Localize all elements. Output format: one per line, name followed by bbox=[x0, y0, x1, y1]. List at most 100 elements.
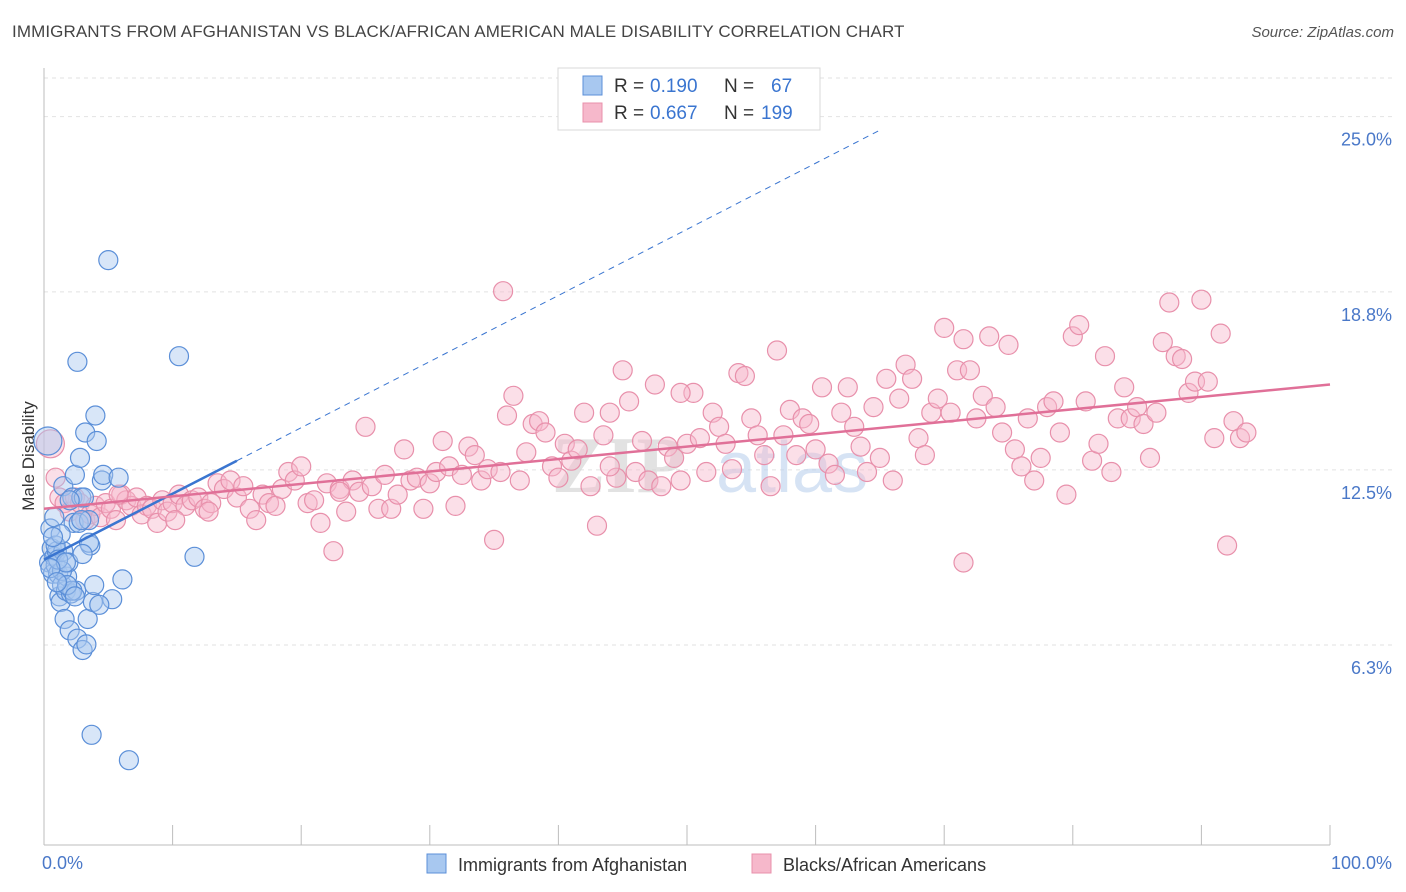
pink-point bbox=[1216, 535, 1238, 556]
legend-pink-n-label: N = bbox=[724, 103, 754, 124]
pink-point bbox=[869, 447, 891, 468]
pink-point bbox=[561, 450, 582, 471]
pink-point bbox=[972, 385, 993, 406]
pink-point bbox=[1229, 428, 1251, 449]
blue-point bbox=[75, 422, 96, 443]
pink-point bbox=[638, 470, 659, 491]
y-tick-label: 18.8% bbox=[1341, 305, 1392, 325]
pink-point bbox=[908, 428, 929, 449]
pink-trend-line bbox=[43, 383, 1331, 511]
pink-point bbox=[432, 430, 453, 452]
pink-point bbox=[1191, 289, 1212, 310]
pink-point bbox=[1210, 323, 1231, 344]
blue-point bbox=[50, 524, 71, 545]
pink-point bbox=[304, 490, 325, 511]
blue-point bbox=[44, 507, 65, 528]
legend-pink-n-value: 199 bbox=[761, 103, 793, 124]
source-label: Source: ZipAtlas.com bbox=[1251, 24, 1394, 41]
pink-point bbox=[612, 360, 633, 381]
pink-series-points bbox=[35, 281, 1257, 573]
pink-point bbox=[246, 509, 267, 531]
pink-point bbox=[953, 552, 974, 573]
pink-point bbox=[1236, 422, 1257, 443]
pink-point bbox=[1004, 439, 1026, 460]
pink-point bbox=[45, 467, 66, 488]
legend-blue-swatch bbox=[582, 75, 603, 96]
pink-point bbox=[464, 445, 485, 466]
blue-point bbox=[93, 464, 114, 485]
blue-point bbox=[46, 572, 68, 593]
pink-point bbox=[863, 397, 884, 418]
pink-point bbox=[1024, 470, 1045, 491]
pink-point bbox=[265, 495, 286, 516]
pink-point bbox=[445, 495, 466, 516]
blue-point bbox=[63, 512, 84, 534]
pink-point bbox=[747, 425, 768, 446]
pink-point bbox=[1030, 447, 1051, 468]
pink-point bbox=[329, 481, 350, 502]
pink-point bbox=[844, 416, 865, 437]
x-tick-label-max: 100.0% bbox=[1331, 853, 1392, 873]
pink-point bbox=[934, 317, 955, 338]
y-tick-label: 25.0% bbox=[1341, 130, 1392, 150]
pink-point bbox=[516, 442, 537, 463]
pink-point bbox=[535, 422, 556, 443]
pink-point bbox=[1146, 402, 1167, 423]
pink-point bbox=[1204, 428, 1225, 449]
legend-blue-r-label: R = bbox=[614, 76, 644, 97]
blue-point bbox=[84, 574, 105, 596]
pink-point bbox=[786, 445, 807, 466]
pink-point bbox=[824, 464, 846, 485]
legend-series: Immigrants from Afghanistan Blacks/Afric… bbox=[426, 853, 986, 875]
pink-point bbox=[451, 464, 472, 485]
blue-point bbox=[108, 467, 129, 488]
pink-point bbox=[394, 439, 415, 460]
pink-point bbox=[528, 411, 550, 432]
blue-point bbox=[64, 586, 86, 607]
blue-point bbox=[71, 509, 92, 531]
pink-point bbox=[856, 461, 878, 483]
pink-point bbox=[882, 470, 903, 491]
pink-point bbox=[734, 365, 756, 387]
pink-point bbox=[198, 501, 219, 522]
pink-point bbox=[493, 281, 514, 302]
blue-point bbox=[85, 405, 106, 426]
legend-afghanistan-label: Immigrants from Afghanistan bbox=[458, 855, 687, 875]
pink-point bbox=[1152, 332, 1173, 353]
pink-point bbox=[708, 416, 730, 437]
legend-pink-r-value: 0.667 bbox=[650, 103, 698, 124]
blue-point bbox=[89, 594, 110, 615]
legend-blue-r-value: 0.190 bbox=[650, 76, 698, 97]
legend-blue-n-label: N = bbox=[724, 76, 754, 97]
pink-point bbox=[991, 422, 1013, 443]
pink-point bbox=[927, 388, 948, 409]
legend-blue-n-value: 67 bbox=[771, 76, 792, 97]
pink-point bbox=[721, 459, 743, 480]
pink-point bbox=[618, 391, 640, 412]
pink-point bbox=[837, 377, 858, 398]
pink-point bbox=[914, 445, 936, 466]
x-tick-label-min: 0.0% bbox=[42, 853, 83, 873]
pink-point bbox=[1088, 433, 1109, 454]
pink-point bbox=[484, 529, 505, 551]
pink-point bbox=[773, 425, 794, 446]
y-tick-labels: 6.3% 12.5% 18.8% 25.0% bbox=[1341, 130, 1392, 678]
y-axis-label: Male Disability bbox=[19, 401, 38, 511]
pink-point bbox=[818, 453, 839, 474]
blue-point bbox=[86, 430, 107, 452]
pink-point bbox=[336, 501, 357, 522]
y-tick-label: 12.5% bbox=[1341, 483, 1392, 503]
x-ticks bbox=[43, 825, 1331, 845]
pink-point bbox=[165, 509, 186, 531]
pink-point bbox=[586, 515, 608, 536]
pink-point bbox=[1197, 371, 1218, 392]
pink-point bbox=[226, 487, 247, 508]
pink-point bbox=[291, 456, 312, 477]
pink-point bbox=[490, 461, 511, 483]
pink-point bbox=[850, 436, 871, 457]
blue-point bbox=[42, 526, 64, 548]
pink-point bbox=[194, 498, 215, 519]
pink-point bbox=[979, 326, 1000, 347]
pink-point bbox=[233, 476, 254, 497]
